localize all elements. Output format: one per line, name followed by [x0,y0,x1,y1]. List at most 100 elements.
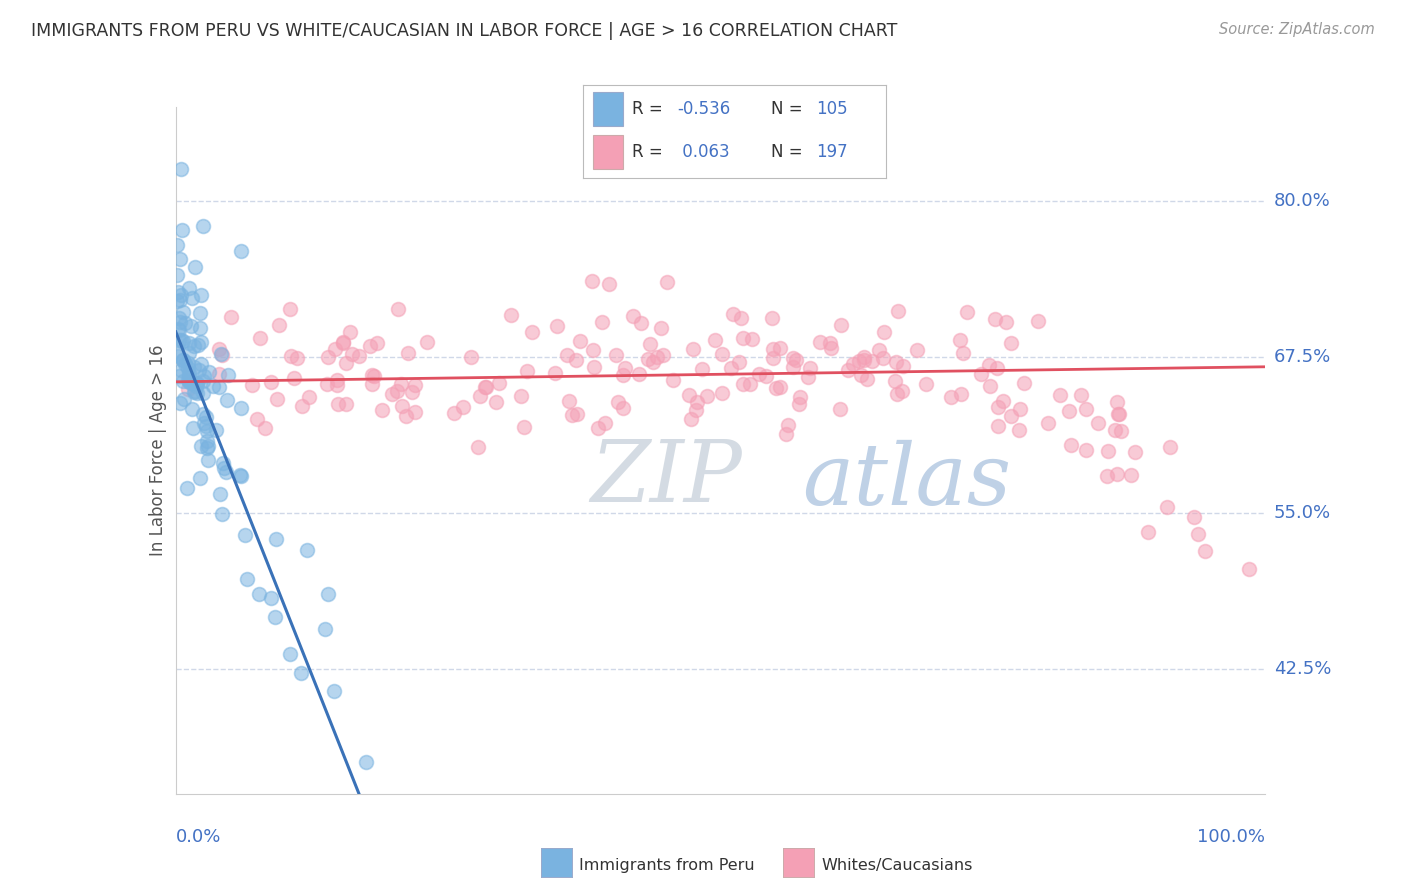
Point [761,310,783,325]
Point [177,370,200,384]
Point [520,326,543,340]
Point [360,818,382,832]
Point [278,647,301,661]
Point [295,543,318,558]
Point [583,359,606,374]
Point [785,352,807,367]
Point [188,471,211,485]
Point [181,376,204,390]
Point [696,389,718,403]
Point [231,469,253,483]
Text: 197: 197 [817,144,848,161]
Point [363,368,385,383]
Point [174,316,197,330]
Point [179,367,201,381]
Point [169,396,191,410]
Point [208,380,231,394]
Point [361,377,384,392]
Point [993,393,1015,408]
Point [979,358,1001,372]
Point [789,390,811,404]
Point [853,350,876,364]
Point [247,587,270,601]
Point [1121,468,1143,483]
Point [546,318,568,333]
Point [190,439,212,453]
Point [233,527,256,541]
Point [191,385,214,400]
Point [565,352,588,367]
Point [315,376,337,391]
Point [776,418,799,433]
Point [354,755,377,769]
Point [987,419,1010,434]
Point [381,387,404,401]
Point [195,434,218,448]
Point [710,385,733,400]
Point [451,400,474,414]
Point [187,363,209,377]
Point [401,385,423,400]
Point [228,468,250,483]
Text: R =: R = [631,144,668,161]
Point [561,408,583,422]
Point [195,410,218,425]
Point [170,334,193,348]
Point [391,400,413,414]
Point [231,401,253,415]
Point [184,378,207,392]
Point [249,331,271,345]
Point [830,401,852,416]
Point [984,312,1007,326]
Point [322,684,344,698]
Point [167,349,190,363]
Point [172,305,194,319]
Point [1057,404,1080,418]
Point [169,315,191,329]
Point [1028,314,1050,328]
Point [283,370,305,384]
Point [1087,416,1109,430]
FancyBboxPatch shape [592,136,623,169]
Point [209,346,232,360]
Point [291,400,314,414]
Point [831,318,853,332]
Point [172,353,194,368]
Point [995,315,1018,329]
Point [1194,544,1216,558]
Point [172,352,194,367]
Point [1076,442,1098,457]
Point [612,368,634,382]
Text: Whites/Caucasians: Whites/Caucasians [821,858,973,872]
Point [956,305,979,319]
Point [318,350,340,364]
Point [208,368,231,382]
Point [808,334,831,349]
Point [591,315,613,329]
Point [166,285,188,300]
Point [1184,510,1206,524]
Point [339,325,361,339]
Point [186,376,208,391]
Text: 100.0%: 100.0% [1198,828,1265,847]
Point [740,376,762,391]
Point [267,318,290,333]
Point [326,397,349,411]
Point [605,348,627,362]
Point [240,378,263,392]
Point [685,403,707,417]
Point [952,346,974,360]
Point [217,368,239,382]
Point [167,369,190,384]
Point [765,381,787,395]
Point [1097,444,1119,458]
Point [188,321,211,335]
Point [318,587,340,601]
Point [686,394,709,409]
Point [598,277,620,292]
Point [314,622,336,636]
Point [887,303,910,318]
Point [193,369,215,384]
Point [460,350,482,364]
Point [340,347,363,361]
